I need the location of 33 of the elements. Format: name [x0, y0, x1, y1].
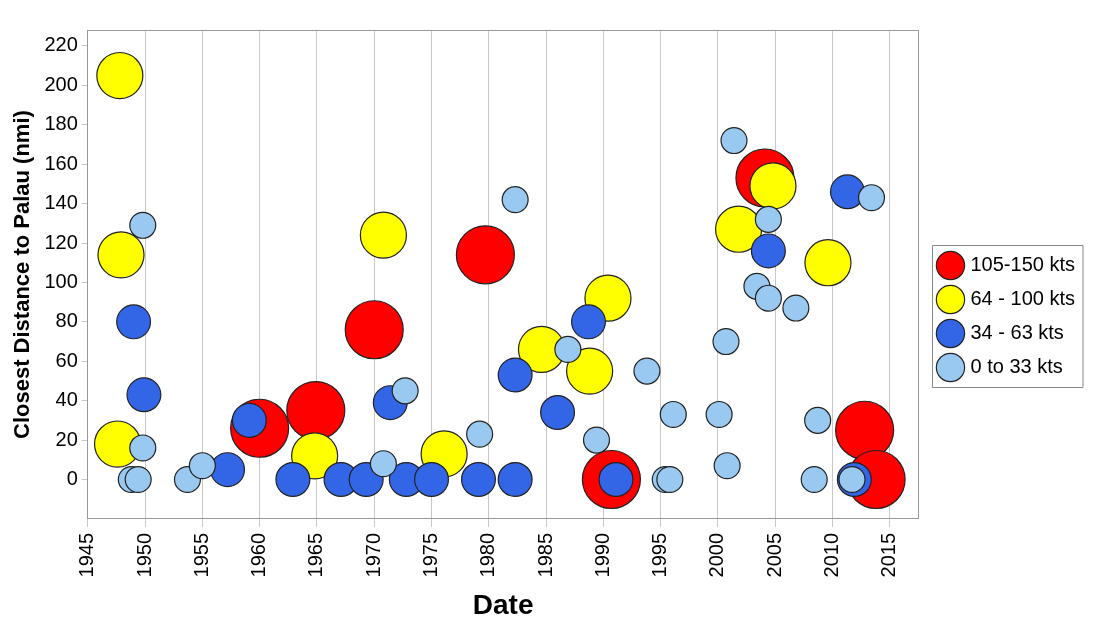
x-tick-label: 1990	[590, 532, 613, 578]
legend-label: 105-150 kts	[970, 253, 1075, 276]
y-tick-label: 20	[55, 427, 78, 450]
x-tick-label: 1955	[189, 532, 212, 578]
y-tick-label: 0	[66, 467, 78, 490]
y-tick-label: 60	[55, 348, 78, 371]
x-tick-label: 2005	[762, 532, 785, 578]
y-tick-label: 80	[55, 309, 78, 332]
x-axis-title: Date	[472, 588, 534, 620]
x-tick-label: 1945	[75, 532, 98, 578]
y-tick-label: 100	[44, 269, 78, 292]
y-tick-label: 140	[44, 191, 78, 214]
legend-label: 64 - 100 kts	[970, 287, 1075, 310]
x-tick-label: 2010	[820, 532, 843, 578]
x-tick-label: 1965	[304, 532, 327, 578]
y-tick-label: 120	[44, 230, 78, 253]
legend-label: 0 to 33 kts	[970, 355, 1063, 378]
y-tick-label: 40	[55, 388, 78, 411]
x-tick-label: 1995	[648, 532, 671, 578]
x-tick-label: 1985	[533, 532, 556, 578]
y-tick-label: 200	[44, 72, 78, 95]
y-tick-label: 220	[44, 33, 78, 56]
x-tick-label: 1950	[132, 532, 155, 578]
y-axis-title: Closest Distance to Palau (nmi)	[9, 110, 35, 439]
x-tick-label: 1970	[361, 532, 384, 578]
y-tick-label: 160	[44, 151, 78, 174]
x-tick-label: 1980	[476, 532, 499, 578]
legend-label: 34 - 63 kts	[970, 321, 1064, 344]
x-tick-label: 2015	[877, 532, 900, 578]
x-tick-label: 2000	[705, 532, 728, 578]
y-tick-label: 180	[44, 112, 78, 135]
x-tick-label: 1975	[419, 532, 442, 578]
x-tick-label: 1960	[247, 532, 270, 578]
